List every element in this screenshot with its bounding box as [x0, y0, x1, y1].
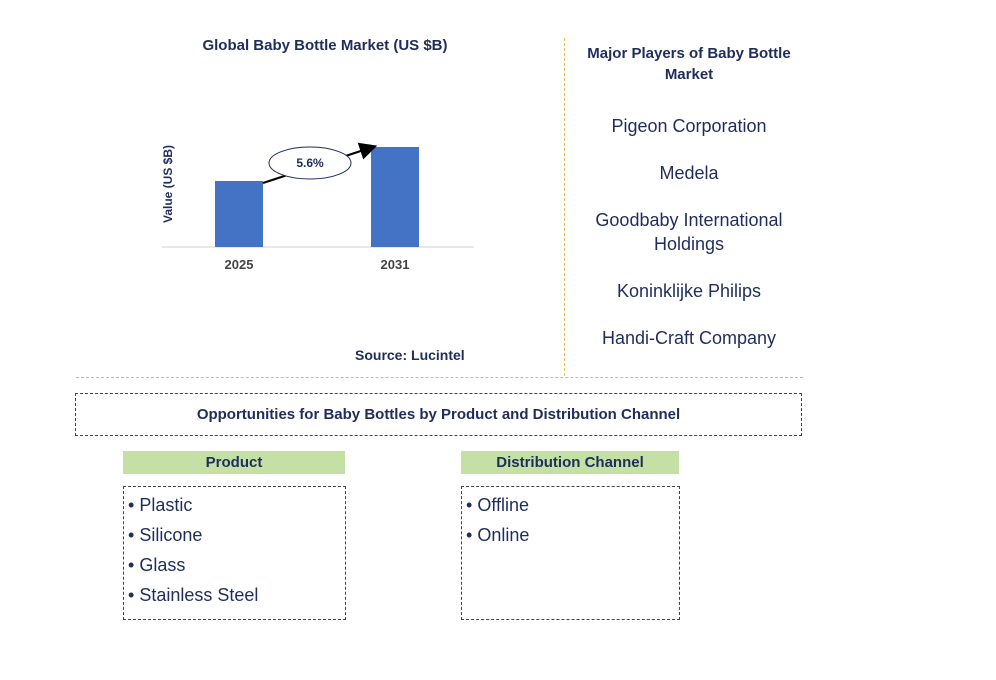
player-item: Handi-Craft Company — [601, 328, 777, 348]
bar-2031 — [371, 147, 419, 247]
player-item: Pigeon Corporation — [611, 116, 767, 136]
product-header: Product — [123, 451, 345, 474]
players-list: Pigeon Corporation Medela Goodbaby Inter… — [574, 114, 804, 373]
distribution-item: Offline — [466, 490, 679, 520]
horizontal-divider — [76, 377, 803, 378]
product-item: Glass — [128, 550, 345, 580]
x-tick-label: 2031 — [381, 257, 410, 272]
distribution-list-box: Offline Online — [461, 486, 680, 620]
product-list-box: Plastic Silicone Glass Stainless Steel — [123, 486, 346, 620]
player-item: Goodbaby International Holdings — [595, 210, 783, 254]
distribution-item: Online — [466, 520, 679, 550]
source-note: Source: Lucintel — [355, 347, 465, 363]
player-item: Medela — [659, 163, 719, 183]
product-item: Silicone — [128, 520, 345, 550]
bar-chart: Value (US $B) 2025 2031 5.6% — [161, 142, 474, 272]
opportunities-title: Opportunities for Baby Bottles by Produc… — [75, 393, 802, 436]
growth-rate-label: 5.6% — [296, 156, 324, 170]
chart-title: Global Baby Bottle Market (US $B) — [202, 37, 448, 54]
bar-2025 — [215, 181, 263, 247]
product-item: Stainless Steel — [128, 580, 345, 610]
growth-rate-bubble — [268, 146, 352, 180]
vertical-divider — [564, 38, 565, 376]
distribution-header: Distribution Channel — [461, 451, 679, 474]
players-title: Major Players of Baby Bottle Market — [587, 45, 791, 83]
player-item: Koninklijke Philips — [616, 281, 762, 301]
product-item: Plastic — [128, 490, 345, 520]
y-axis-label: Value (US $B) — [161, 145, 175, 223]
x-tick-label: 2025 — [225, 257, 254, 272]
